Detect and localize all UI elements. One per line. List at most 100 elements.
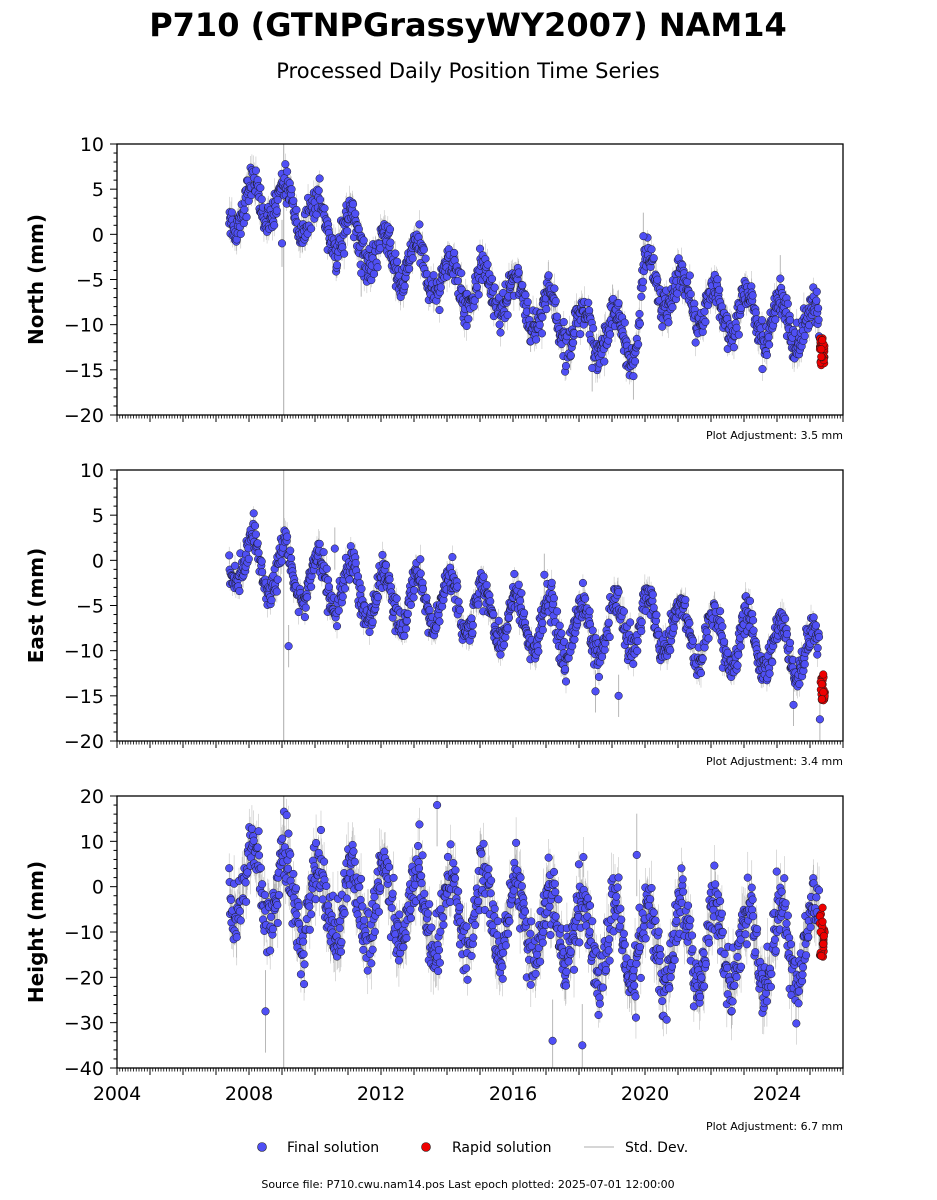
final-solution-point [483,260,492,269]
final-solution-point [629,372,638,381]
y-tick-label: −15 [64,360,104,382]
final-solution-point [503,624,512,633]
final-solution-point [450,248,459,257]
final-solution-point [354,225,363,234]
final-solution-point [570,635,579,644]
final-solution-point [482,580,491,590]
final-solution-point [416,555,425,564]
final-solution-point [273,575,282,584]
final-solution-point [532,335,541,344]
final-solution-point [649,603,658,612]
final-solution-point [547,578,556,587]
final-solution-point [635,309,644,319]
final-solution-point [534,647,543,656]
final-solution-point [303,593,312,602]
final-solution-point [453,276,462,285]
final-solution-point [629,659,638,669]
final-solution-point [378,550,387,559]
final-solution-point [294,608,303,617]
final-solution-point [635,319,645,328]
final-solution-point [701,317,710,326]
final-solution-point [523,297,532,307]
final-solution-point [448,553,457,562]
final-solution-point [267,596,276,605]
final-solution-point [455,606,465,615]
final-solution-point [542,305,551,314]
final-solution-point [606,330,615,339]
final-solution-point [357,269,366,278]
final-solution-point [421,254,430,263]
final-solution-point [283,532,292,541]
final-solution-point [764,333,773,342]
final-solution-point [581,594,590,603]
final-solution-point [633,637,642,646]
final-solution-point [391,249,400,258]
final-solution-point [470,296,479,305]
final-solution-point [250,521,260,530]
final-solution-point [272,206,281,215]
final-solution-point [594,672,604,681]
final-solution-point [324,575,333,584]
final-solution-points [225,509,824,724]
final-solution-point [403,609,412,618]
final-solution-point [691,338,700,347]
final-solution-point [400,631,409,640]
final-solution-point [230,561,240,570]
final-solution-point [538,313,547,322]
final-solution-point [605,633,614,642]
final-solution-point [561,665,570,674]
y-tick-label: −10 [64,315,104,337]
final-solution-point [715,285,724,294]
final-solution-point [300,613,309,622]
final-solution-point [514,580,523,589]
final-solution-point [257,195,266,204]
final-solution-point [457,269,466,278]
std-dev-bars [228,470,821,741]
final-solution-point [535,320,544,329]
final-solution-point [504,613,514,622]
panels: 10 5 0 −5 −10 −15 −20 North (mm) Plot Adjustment… [24,134,844,1133]
final-solution-point [462,321,471,331]
panel-1: 10 5 0 −5 −10 −15 −20 North (mm) Plot Adjustment… [24,134,844,442]
y-tick-label: 10 [80,134,104,156]
final-solution-point [307,224,316,233]
final-solution-point [408,254,417,263]
final-solution-point [272,587,281,596]
chart-subtitle: Processed Daily Position Time Series [276,59,660,83]
final-solution-point [517,589,526,598]
final-solution-point [400,282,409,291]
final-solution-point [392,594,401,603]
final-solution-point [569,338,578,347]
rapid-solution-point [817,345,826,354]
final-solution-point [561,361,571,370]
final-solution-point [287,554,296,563]
final-solution-point [614,587,623,596]
final-solution-point [503,310,512,320]
final-solution-point [351,558,360,568]
final-solution-point [748,291,757,300]
final-solution-point [416,569,425,578]
final-solution-point [652,610,661,620]
final-solution-point [516,596,525,605]
final-solution-point [626,618,635,627]
final-solution-point [553,312,562,321]
final-solution-point [315,174,324,183]
plot-area [225,470,829,741]
final-solution-point [734,330,743,339]
final-solution-point [468,628,477,638]
final-solution-point [270,221,279,230]
y-axis-label: North (mm) [24,214,48,345]
final-solution-point [634,340,643,349]
final-solution-point [406,600,416,609]
final-solution-point [604,618,613,627]
final-solution-point [685,271,694,280]
final-solution-point [553,607,562,616]
final-solution-point [454,597,463,606]
final-solution-point [814,304,823,313]
final-solution-point [227,208,236,217]
final-solution-point [319,548,328,557]
final-solution-point [409,593,418,602]
final-solution-point [765,340,774,349]
final-solution-point [812,296,821,305]
